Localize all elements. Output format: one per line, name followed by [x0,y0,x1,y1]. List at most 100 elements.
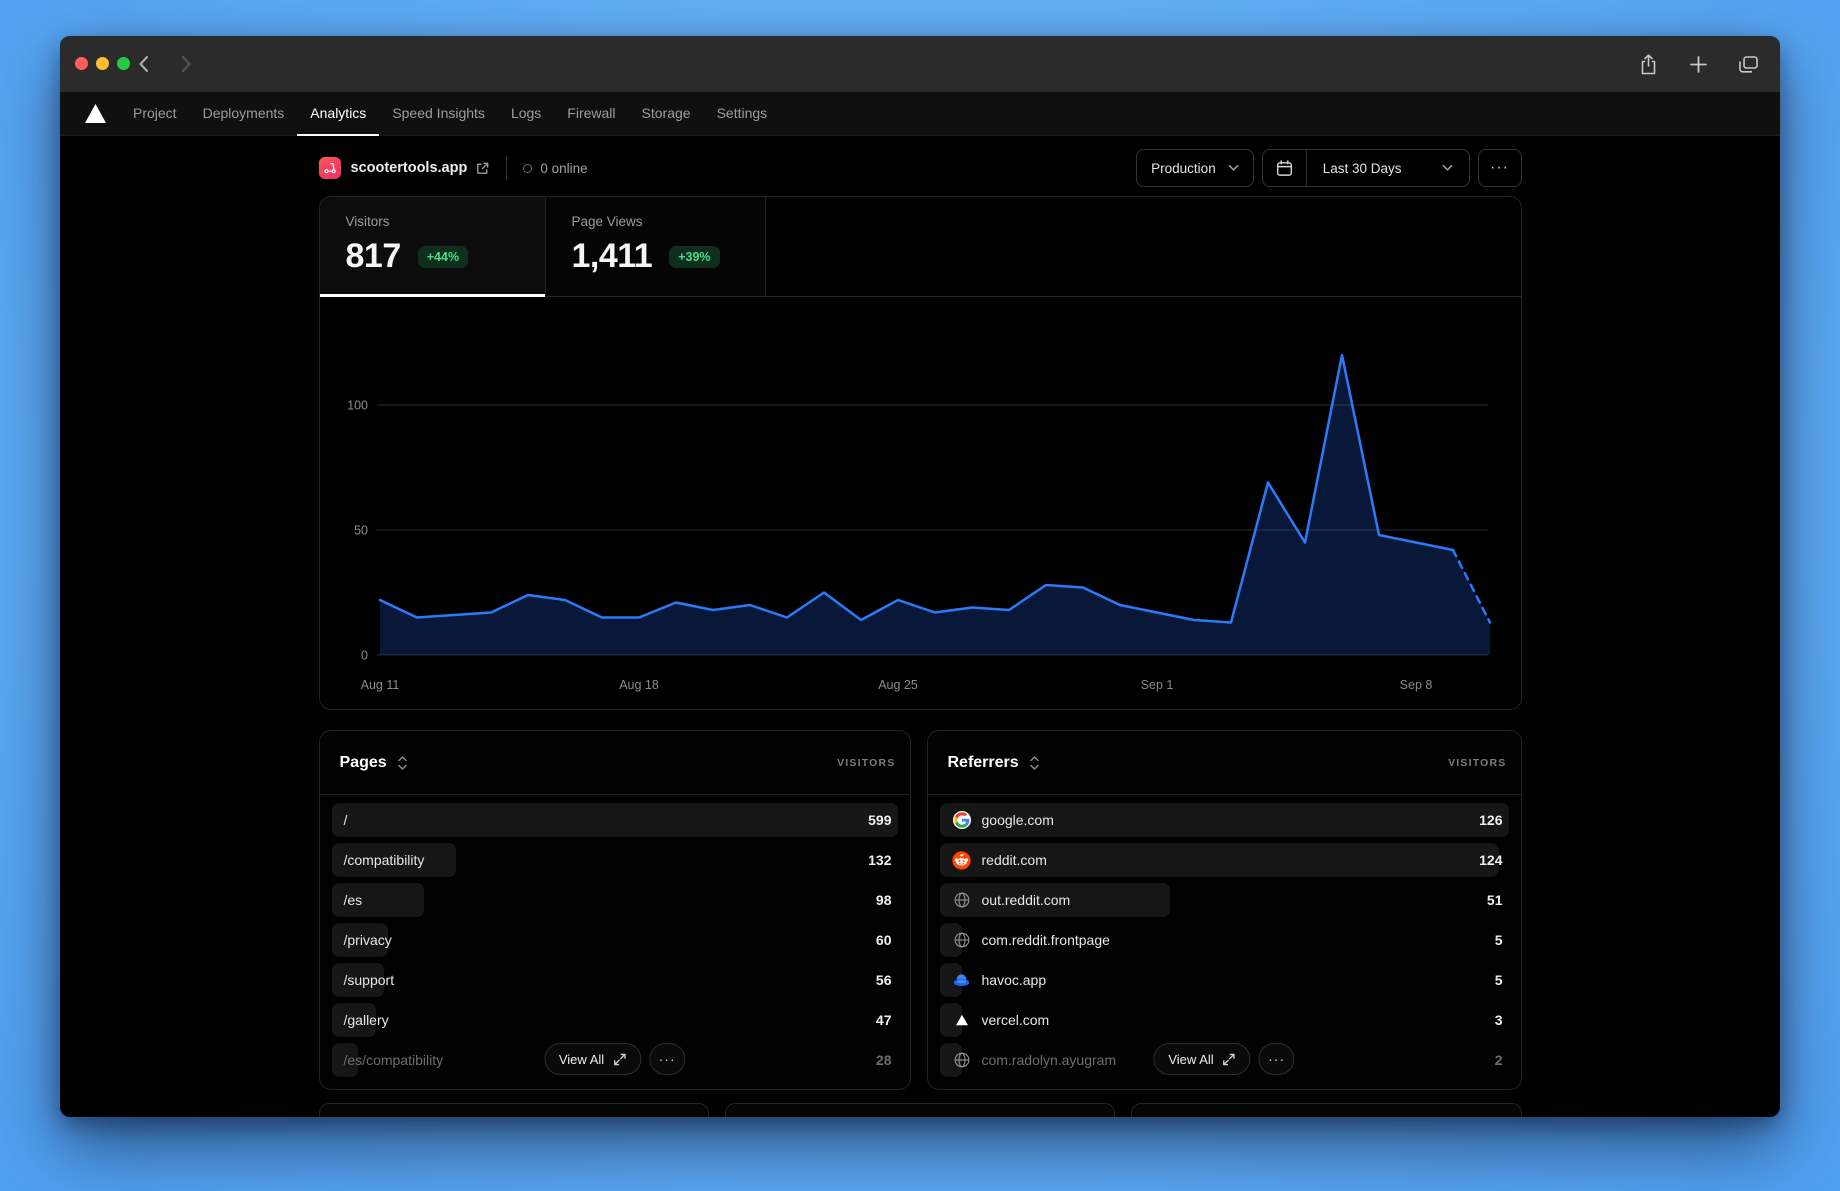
sort-toggle-icon[interactable] [397,755,408,771]
globe-favicon-icon [952,930,972,950]
share-button[interactable] [1634,50,1662,78]
svg-text:Sep 1: Sep 1 [1140,678,1173,692]
chevron-right-icon [181,55,191,73]
close-window-button[interactable] [75,57,88,70]
page-row[interactable]: /support 56 [331,963,898,997]
visitors-area-chart: 0 50 100 Aug 11 Aug 18 Aug 25 Sep 1 Sep 8 [320,297,1521,710]
row-visitors-value: 132 [868,852,892,868]
chevron-down-icon [1228,164,1239,171]
page-row[interactable]: / 599 [331,803,898,837]
visitors-column-header[interactable]: VISITORS [837,756,896,769]
referrers-panel: Referrers VISITORS google.com 126 reddit.c… [926,730,1522,1090]
browser-forward-button[interactable] [172,50,200,78]
sort-toggle-icon[interactable] [1029,755,1040,771]
project-header: scootertools.app 0 online Production [318,148,1522,188]
row-label: /es [343,892,363,908]
row-visitors-value: 56 [875,972,892,988]
project-name-link[interactable]: scootertools.app [350,160,468,176]
nav-tab-speed-insights[interactable]: Speed Insights [392,105,485,121]
stat-value: 817 [345,237,402,275]
row-label: /gallery [343,1012,389,1028]
divider [506,156,508,180]
nav-tab-deployments[interactable]: Deployments [202,105,285,121]
row-visitors-value: 126 [1479,812,1503,828]
row-label: /privacy [343,932,392,948]
svg-text:50: 50 [354,524,368,538]
referrer-row[interactable]: reddit.com 124 [939,843,1509,877]
date-range-dropdown[interactable]: Last 30 Days [1307,161,1469,176]
bottom-panel-stub [1131,1103,1522,1117]
online-status: 0 online [523,161,588,176]
minimize-window-button[interactable] [96,57,109,70]
vercel-logo-icon[interactable] [75,92,120,135]
visitors-column-header[interactable]: VISITORS [1448,756,1507,769]
pages-rows: / 599/compatibility 132/es 98/privacy 60/sup… [320,795,910,1077]
nav-tab-firewall[interactable]: Firewall [567,105,616,121]
analytics-chart-panel: Visitors 817 +44% Page Views 1,411 +39% 0 50 10… [318,196,1522,710]
chevron-down-icon [1442,164,1452,171]
nav-tab-project[interactable]: Project [133,105,177,121]
stat-tab-page-views[interactable]: Page Views 1,411 +39% [545,197,766,296]
value-bar [331,1043,359,1077]
tab-overview-button[interactable] [1734,50,1762,78]
value-bar [331,1003,376,1037]
more-options-button[interactable]: ··· [1477,149,1522,187]
stat-tab-visitors[interactable]: Visitors 817 +44% [319,197,546,297]
page-row[interactable]: /es 98 [331,883,898,917]
row-visitors-value: 5 [1494,972,1503,988]
referrers-more-button[interactable]: ··· [1258,1043,1295,1075]
page-row[interactable]: /compatibility 132 [331,843,898,877]
chart-canvas[interactable]: 0 50 100 Aug 11 Aug 18 Aug 25 Sep 1 Sep 8 [320,297,1523,710]
row-label: vercel.com [952,1010,1049,1030]
nav-tab-logs[interactable]: Logs [510,105,542,121]
row-label: / [343,812,348,828]
value-bar [939,843,1500,877]
nav-tab-storage[interactable]: Storage [641,105,691,121]
row-label: /support [343,972,395,988]
tabs-overview-icon [1738,55,1758,73]
page-row[interactable]: /gallery 47 [331,1003,898,1037]
svg-text:Aug 11: Aug 11 [360,678,399,692]
nav-tab-settings[interactable]: Settings [716,105,768,121]
expand-icon [613,1053,626,1065]
external-link-icon[interactable] [475,161,490,176]
dashboard-navbar: Project Deployments Analytics Speed Insight… [60,92,1780,136]
referrer-row[interactable]: com.radolyn.ayugram 2 [939,1043,1509,1077]
referrer-row[interactable]: havoc.app 5 [939,963,1509,997]
svg-text:Sep 8: Sep 8 [1399,678,1432,692]
value-bar [939,1003,963,1037]
referrer-row[interactable]: com.reddit.frontpage 5 [939,923,1509,957]
pages-title: Pages [339,753,387,771]
referrer-row[interactable]: google.com 126 [939,803,1509,837]
nav-tab-analytics[interactable]: Analytics [297,92,380,136]
new-tab-button[interactable] [1684,50,1712,78]
value-bar [939,883,1170,917]
referrer-row[interactable]: out.reddit.com 51 [939,883,1509,917]
row-visitors-value: 98 [875,892,892,908]
browser-titlebar [60,36,1780,92]
row-label: /compatibility [343,852,425,868]
calendar-button[interactable] [1263,150,1307,186]
row-visitors-value: 3 [1494,1012,1503,1028]
bottom-panels-cutoff [318,1103,1522,1117]
pages-more-button[interactable]: ··· [649,1043,686,1075]
analytics-page: scootertools.app 0 online Production [60,136,1780,1117]
browser-back-button[interactable] [130,50,158,78]
referrers-title: Referrers [947,753,1019,771]
referrer-row[interactable]: vercel.com 3 [939,1003,1509,1037]
reddit-favicon-icon [952,850,972,870]
project-favicon-icon [318,157,341,179]
environment-dropdown[interactable]: Production [1136,149,1254,187]
plus-icon [1689,55,1707,73]
chevron-left-icon [139,55,149,73]
zoom-window-button[interactable] [117,57,130,70]
page-row[interactable]: /privacy 60 [331,923,898,957]
bottom-panel-stub [724,1103,1116,1117]
row-label: com.radolyn.ayugram [952,1050,1116,1070]
value-bar [331,963,385,997]
value-bar [939,803,1509,837]
referrers-view-all-button[interactable]: View All [1153,1043,1251,1075]
page-row[interactable]: /es/compatibility 28 [331,1043,898,1077]
pages-view-all-button[interactable]: View All [543,1043,642,1075]
